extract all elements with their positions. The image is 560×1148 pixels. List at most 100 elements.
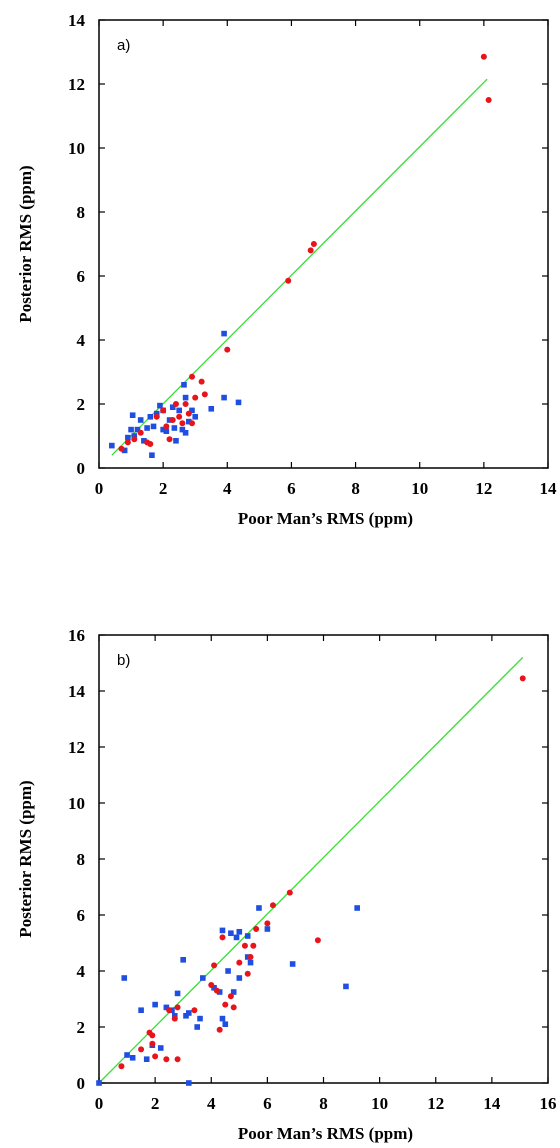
x-tick-label: 2 — [159, 479, 168, 498]
chart-panel-2: 0 2 4 6 8 10 12 14 16 0 2 4 6 8 10 12 14 16 Poor Man’s RMS… — [16, 626, 557, 1143]
data-point-circle — [250, 942, 257, 949]
data-point-square — [222, 1021, 229, 1027]
data-point-circle — [247, 954, 254, 960]
data-point-circle — [485, 97, 492, 103]
x-tick-label: 16 — [540, 1094, 557, 1113]
data-point-circle — [208, 982, 215, 988]
data-point-square — [149, 452, 155, 458]
y-tick-label: 4 — [77, 962, 86, 981]
data-point-square — [216, 989, 223, 995]
x-tick-label: 12 — [475, 479, 492, 498]
data-point-square — [219, 1015, 226, 1022]
data-point-circle — [213, 987, 220, 994]
data-point-square — [219, 927, 226, 934]
data-point-square — [221, 394, 227, 401]
data-point-circle — [152, 1053, 159, 1060]
data-point-circle — [480, 53, 487, 60]
data-point-square — [144, 425, 150, 431]
x-tick-label: 10 — [411, 479, 428, 498]
data-point-square — [143, 1056, 150, 1062]
data-point-square — [235, 399, 242, 406]
data-point-circle — [171, 1015, 178, 1022]
data-point-circle — [182, 401, 189, 407]
data-point-circle — [241, 942, 248, 949]
data-point-square — [189, 407, 195, 414]
data-point-circle — [230, 1004, 237, 1011]
data-point-square — [150, 423, 157, 430]
y-tick-label: 6 — [77, 267, 86, 286]
data-point-square — [181, 382, 187, 388]
data-point-square — [160, 426, 166, 433]
data-point-circle — [189, 420, 196, 427]
data-point-square — [138, 1007, 144, 1013]
data-point-square — [264, 926, 271, 932]
data-point-circle — [227, 993, 234, 1000]
x-tick-label: 0 — [95, 1094, 104, 1113]
data-point-square — [289, 961, 296, 967]
data-point-square — [121, 975, 128, 981]
y-tick-label: 0 — [77, 459, 86, 478]
data-point-square — [109, 442, 115, 449]
data-point-square — [186, 1080, 192, 1086]
data-point-circle — [174, 1056, 181, 1063]
x-axis-title: Poor Man’s RMS (ppm) — [238, 509, 413, 528]
data-point-square — [169, 404, 176, 410]
data-point-circle — [285, 277, 292, 284]
data-point-square — [236, 975, 243, 981]
data-point-square — [192, 414, 199, 420]
y-tick-label: 6 — [77, 906, 86, 925]
data-point-square — [179, 426, 186, 433]
y-tick-label: 14 — [68, 682, 86, 701]
data-point-square — [354, 905, 360, 911]
y-tick-label: 8 — [77, 203, 86, 222]
data-point-square — [244, 933, 251, 939]
data-point-square — [180, 957, 186, 963]
data-point-square — [186, 418, 192, 425]
data-point-square — [186, 1010, 192, 1016]
data-point-square — [121, 447, 128, 454]
data-point-square — [141, 438, 147, 444]
data-point-circle — [137, 429, 144, 436]
data-point-circle — [176, 413, 183, 420]
data-point-circle — [314, 937, 321, 944]
data-point-square — [96, 1080, 102, 1086]
data-point-circle — [216, 1026, 223, 1033]
data-point-square — [152, 1001, 158, 1008]
data-point-square — [256, 905, 262, 911]
y-tick-label: 2 — [77, 1018, 86, 1037]
data-point-square — [200, 975, 206, 981]
data-point-circle — [149, 1040, 156, 1047]
data-point-circle — [201, 391, 208, 398]
y-axis-title: Posterior RMS (ppm) — [16, 780, 35, 937]
x-tick-label: 8 — [351, 479, 360, 498]
data-point-circle — [519, 675, 526, 682]
data-point-square — [129, 412, 136, 418]
data-point-circle — [118, 1063, 125, 1070]
data-point-circle — [253, 926, 260, 932]
data-point-circle — [174, 1004, 181, 1011]
data-point-square — [208, 406, 215, 412]
data-point-square — [157, 1045, 164, 1051]
panel-label: b) — [117, 652, 130, 669]
data-point-circle — [131, 436, 138, 443]
data-point-square — [163, 1004, 170, 1011]
data-point-circle — [163, 1056, 170, 1063]
data-point-circle — [153, 413, 160, 420]
data-point-circle — [219, 934, 226, 941]
data-point-square — [236, 929, 243, 935]
y-tick-label: 12 — [68, 738, 85, 757]
data-point-circle — [172, 401, 179, 407]
data-point-circle — [124, 439, 131, 446]
data-point-square — [129, 1055, 136, 1061]
data-point-square — [194, 1024, 201, 1030]
data-point-square — [247, 959, 254, 966]
data-point-circle — [244, 970, 251, 977]
data-point-circle — [192, 394, 199, 401]
data-point-square — [134, 426, 141, 433]
x-tick-label: 0 — [95, 479, 104, 498]
y-tick-label: 14 — [68, 11, 86, 30]
data-point-circle — [307, 247, 314, 254]
data-point-square — [230, 989, 237, 995]
y-tick-label: 10 — [68, 794, 85, 813]
data-point-square — [225, 968, 231, 974]
